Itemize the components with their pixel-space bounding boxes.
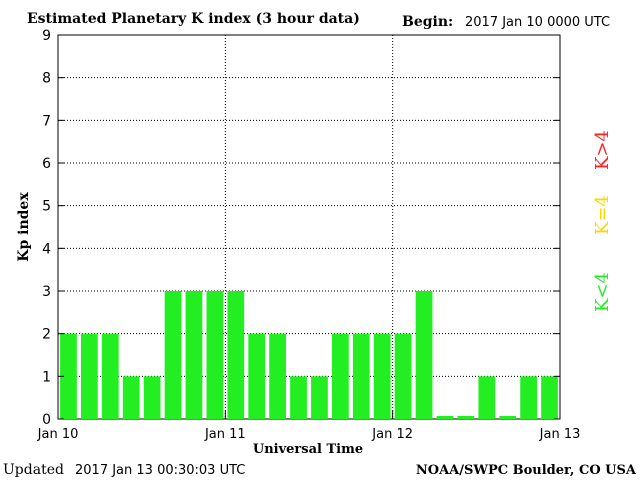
y-tick-label: 5: [42, 199, 51, 215]
x-tick-label: Jan 11: [204, 427, 246, 442]
kp-bar: [60, 333, 77, 419]
kp-bar: [269, 333, 286, 419]
legend-high: K>4: [592, 130, 613, 170]
bar-series: [60, 291, 558, 419]
kp-bar: [478, 376, 496, 419]
chart-title: Estimated Planetary K index (3 hour data…: [27, 11, 360, 27]
x-tick-label: Jan 13: [539, 427, 581, 442]
x-tick-label: Jan 10: [37, 427, 79, 442]
y-tick-label: 9: [42, 28, 51, 44]
kp-bar: [143, 376, 161, 419]
kp-bar: [520, 376, 537, 419]
updated-label: Updated: [3, 462, 64, 478]
y-tick-label: 8: [42, 71, 51, 87]
x-axis-ticks: Jan 10 Jan 11 Jan 12 Jan 13: [37, 411, 581, 442]
kp-bar: [185, 291, 203, 419]
kp-bar: [352, 333, 370, 419]
kp-bar: [164, 291, 182, 419]
source-credit: NOAA/SWPC Boulder, CO USA: [416, 463, 637, 478]
y-tick-label: 4: [42, 241, 51, 257]
kp-bar: [373, 333, 391, 419]
y-tick-label: 1: [42, 369, 51, 385]
kp-bar: [101, 333, 119, 419]
kp-bar: [332, 333, 349, 419]
y-tick-label: 3: [42, 284, 51, 300]
kp-bar: [227, 291, 245, 419]
kp-bar: [541, 376, 558, 419]
kp-bar: [415, 291, 433, 419]
kp-bar: [122, 376, 140, 419]
legend-equal: K=4: [592, 195, 613, 235]
begin-label: Begin:: [402, 14, 453, 30]
kp-bar: [457, 416, 475, 419]
y-tick-label: 7: [42, 113, 51, 129]
grid-lines: [58, 35, 560, 419]
y-tick-label: 0: [42, 412, 51, 428]
y-axis-label: Kp index: [16, 192, 32, 262]
kp-bar: [81, 333, 98, 419]
updated-value: 2017 Jan 13 00:30:03 UTC: [75, 463, 245, 478]
x-axis-label: Universal Time: [253, 442, 363, 457]
kp-bar: [290, 376, 307, 419]
kp-bar: [394, 333, 412, 419]
kp-bar: [436, 416, 454, 419]
y-tick-label: 6: [42, 156, 51, 172]
x-tick-label: Jan 12: [371, 427, 413, 442]
y-axis-ticks: 0 1 2 3 4 5 6 7 8 9: [42, 28, 560, 428]
kp-bar: [499, 416, 517, 419]
y-tick-label: 2: [42, 327, 51, 343]
legend-low: K<4: [592, 272, 613, 312]
kp-bar: [206, 291, 224, 419]
begin-value: 2017 Jan 10 0000 UTC: [465, 15, 610, 30]
kp-bar: [311, 376, 328, 419]
kp-bar: [248, 333, 266, 419]
plot-frame: [57, 34, 561, 420]
